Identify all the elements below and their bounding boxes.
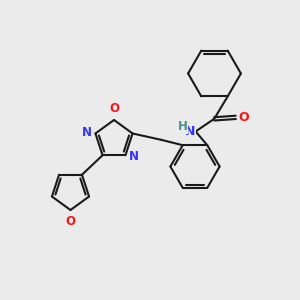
- Text: N: N: [185, 125, 195, 138]
- Text: N: N: [82, 126, 92, 139]
- Text: O: O: [238, 111, 249, 124]
- Text: H: H: [178, 121, 188, 134]
- Text: O: O: [65, 215, 76, 228]
- Text: O: O: [109, 102, 119, 115]
- Text: N: N: [129, 150, 139, 163]
